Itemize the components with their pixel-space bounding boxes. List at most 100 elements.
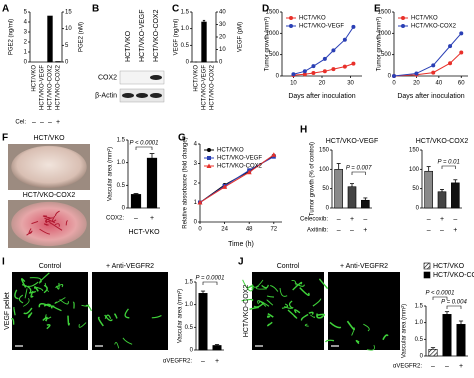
- marker: [291, 72, 296, 77]
- photo-vessel: [13, 306, 16, 316]
- row-mark: +: [150, 215, 154, 222]
- photo-vessel: [59, 299, 69, 305]
- bar: [456, 324, 466, 357]
- row-mark: –: [134, 215, 138, 222]
- y-tick-label: 100: [319, 167, 330, 173]
- marker: [322, 69, 327, 74]
- photo-vessel: [27, 312, 33, 318]
- x-tick-label: HCT/VKO-VEGF: [40, 65, 46, 110]
- y-axis-label: Tumor growth (mm³): [265, 17, 271, 71]
- y-tick-label: 4: [194, 142, 198, 148]
- photo-vessel: [151, 315, 162, 319]
- x-tick-label: 72: [270, 227, 277, 233]
- photo-vessel: [300, 313, 309, 321]
- marker: [351, 61, 356, 66]
- row-mark: –: [40, 119, 44, 126]
- marker: [448, 44, 453, 49]
- panel-letter: H: [300, 125, 307, 136]
- panel-letter: E: [374, 4, 381, 15]
- y-axis-label: VEGF (ng/ml): [174, 19, 180, 56]
- photo-vessel: [97, 316, 104, 327]
- y-axis-label: Vascular area (mm²): [178, 289, 184, 343]
- y-tick-label: 0: [24, 60, 28, 66]
- panel-letter: I: [2, 257, 5, 268]
- x-tick-label: 40: [436, 81, 443, 87]
- photo-vessel: [23, 297, 30, 307]
- y2-axis-label: PGE2 (nM): [79, 22, 85, 52]
- y-tick-label: 1: [24, 50, 28, 56]
- marker: [431, 70, 436, 75]
- row-label: Celecoxib:: [300, 217, 328, 223]
- panel-letter: B: [92, 4, 99, 15]
- marker: [392, 74, 396, 78]
- y-axis-label: Tumor growth (% of control): [310, 142, 316, 216]
- marker: [302, 69, 307, 74]
- photo-vessel: [382, 334, 389, 341]
- photo-vessel: [46, 324, 51, 330]
- photo-vessel: [308, 311, 314, 315]
- photo-vessel: [36, 286, 44, 292]
- series-line: [199, 154, 275, 203]
- y2-tick-label: 30: [219, 22, 226, 28]
- photo-vessel: [355, 339, 360, 345]
- photo-vessel: [270, 285, 279, 292]
- row-mark: –: [350, 227, 354, 234]
- y2-tick-label: 0: [219, 60, 223, 66]
- bar: [451, 182, 460, 209]
- photo-vessel: [43, 303, 53, 309]
- band-label: COX2: [98, 74, 117, 81]
- x-axis-label: Time (h): [228, 241, 254, 248]
- marker: [302, 72, 307, 77]
- marker: [271, 152, 277, 157]
- photo-vessel: [81, 304, 90, 307]
- photo: [328, 272, 400, 350]
- y-tick-label: 50: [412, 186, 419, 192]
- y-tick-label: 0: [326, 206, 330, 212]
- x-tick-label: 20: [319, 81, 326, 87]
- photo-vessel: [329, 321, 342, 329]
- row-label: Cel:: [15, 120, 26, 126]
- photo-vessel: [18, 294, 24, 304]
- legend-label: HCT/VKO-COX2: [411, 24, 457, 30]
- y-tick-label: 0: [194, 220, 198, 226]
- chart-title: HCT/VKO-VEGF: [326, 138, 379, 145]
- panel-letter: J: [238, 257, 244, 268]
- row-mark: –: [445, 363, 449, 370]
- photo-vessel: [257, 300, 270, 307]
- lane-label: HCT/VKO-COX2: [153, 9, 160, 62]
- photo-vessel: [67, 315, 71, 326]
- x-tick-label: HCT/VKO-COX2: [56, 64, 62, 110]
- photo-vessel: [43, 223, 49, 226]
- photo-vessel: [287, 309, 298, 319]
- row-mark: +: [440, 216, 444, 223]
- photo-vessel: [28, 228, 33, 234]
- photo-vessel: [49, 221, 63, 231]
- photo: [252, 272, 324, 350]
- photo-vessel: [44, 217, 56, 223]
- marker: [331, 67, 336, 72]
- y-tick-label: 2: [194, 181, 198, 187]
- y-axis-label: Vascular area (mm²): [108, 147, 114, 201]
- bar: [212, 345, 222, 351]
- row-label: αVEGFR2:: [163, 359, 192, 365]
- marker: [207, 156, 211, 160]
- photo-vessel: [56, 282, 60, 290]
- image-label: Control: [277, 263, 300, 270]
- photo-vessel: [266, 315, 271, 318]
- y-tick-label: 1500: [266, 10, 280, 16]
- photo-vessel: [33, 286, 39, 292]
- photo-vessel: [29, 290, 37, 294]
- x-tick-label: 10: [290, 81, 297, 87]
- p-value: P = 0.0001: [196, 276, 225, 282]
- legend-label: HCT/VKO: [217, 148, 244, 154]
- photo-vessel: [266, 295, 274, 298]
- x-tick-label: 0: [392, 81, 396, 87]
- x-tick-label: HCT/VKO: [194, 65, 200, 92]
- photo-vessel: [39, 228, 50, 235]
- row-label: COX2:: [106, 216, 124, 222]
- photo-vessel: [122, 337, 133, 345]
- photo-vessel: [346, 320, 356, 331]
- y2-tick-label: 40: [219, 10, 226, 16]
- photo-vessel: [317, 313, 325, 318]
